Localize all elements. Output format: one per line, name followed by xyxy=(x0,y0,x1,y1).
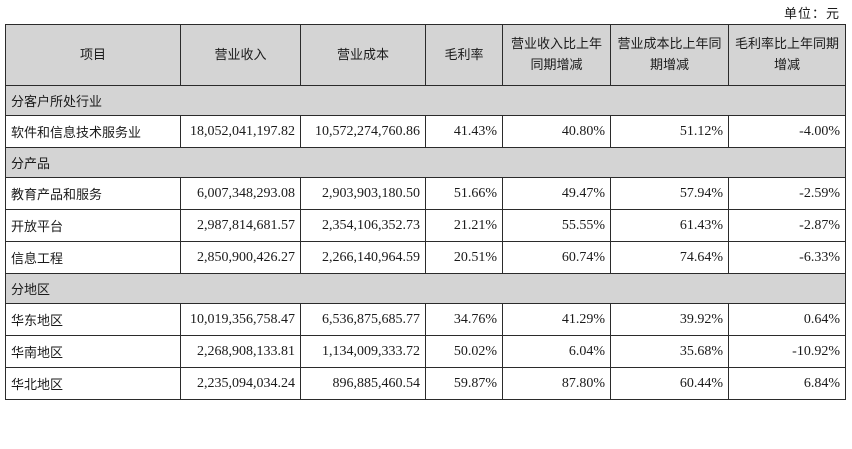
cell-revenue-change: 40.80% xyxy=(502,115,611,148)
table-header-row: 项目 营业收入 营业成本 毛利率 营业收入比上年同期增减 营业成本比上年同期增减… xyxy=(5,24,846,86)
cell-item: 开放平台 xyxy=(5,209,181,242)
cell-revenue-change: 60.74% xyxy=(502,241,611,274)
cell-gross-margin: 59.87% xyxy=(425,367,503,400)
cell-item: 华南地区 xyxy=(5,335,181,368)
header-revenue-change: 营业收入比上年同期增减 xyxy=(502,24,611,86)
section-row-industry: 分客户所处行业 xyxy=(5,85,846,116)
cell-revenue: 2,268,908,133.81 xyxy=(180,335,301,368)
cell-cost: 896,885,460.54 xyxy=(300,367,426,400)
cell-gross-margin: 21.21% xyxy=(425,209,503,242)
header-cost-change: 营业成本比上年同期增减 xyxy=(610,24,729,86)
cell-margin-change: -10.92% xyxy=(728,335,846,368)
cell-margin-change: -4.00% xyxy=(728,115,846,148)
cell-margin-change: -2.87% xyxy=(728,209,846,242)
cell-revenue-change: 87.80% xyxy=(502,367,611,400)
unit-label: 单位：元 xyxy=(783,7,840,22)
section-row-product: 分产品 xyxy=(5,147,846,178)
section-row-region: 分地区 xyxy=(5,273,846,304)
cell-gross-margin: 41.43% xyxy=(425,115,503,148)
header-item: 项目 xyxy=(5,24,181,86)
section-title: 分地区 xyxy=(5,273,846,304)
cell-gross-margin: 20.51% xyxy=(425,241,503,274)
cell-margin-change: -6.33% xyxy=(728,241,846,274)
cell-revenue: 10,019,356,758.47 xyxy=(180,303,301,336)
cell-gross-margin: 34.76% xyxy=(425,303,503,336)
cell-cost: 10,572,274,760.86 xyxy=(300,115,426,148)
table-row: 华南地区 2,268,908,133.81 1,134,009,333.72 5… xyxy=(5,335,846,368)
revenue-breakdown-table: 项目 营业收入 营业成本 毛利率 营业收入比上年同期增减 营业成本比上年同期增减… xyxy=(5,24,846,400)
cell-revenue: 18,052,041,197.82 xyxy=(180,115,301,148)
cell-cost: 2,266,140,964.59 xyxy=(300,241,426,274)
cell-gross-margin: 50.02% xyxy=(425,335,503,368)
cell-item: 华北地区 xyxy=(5,367,181,400)
cell-cost-change: 60.44% xyxy=(610,367,729,400)
table-row: 软件和信息技术服务业 18,052,041,197.82 10,572,274,… xyxy=(5,115,846,148)
cell-revenue: 6,007,348,293.08 xyxy=(180,177,301,210)
cell-revenue-change: 41.29% xyxy=(502,303,611,336)
cell-cost: 2,354,106,352.73 xyxy=(300,209,426,242)
cell-item: 信息工程 xyxy=(5,241,181,274)
header-margin-change: 毛利率比上年同期增减 xyxy=(728,24,846,86)
table-row: 信息工程 2,850,900,426.27 2,266,140,964.59 2… xyxy=(5,241,846,274)
cell-cost-change: 74.64% xyxy=(610,241,729,274)
cell-item: 教育产品和服务 xyxy=(5,177,181,210)
table-row: 华东地区 10,019,356,758.47 6,536,875,685.77 … xyxy=(5,303,846,336)
cell-revenue-change: 49.47% xyxy=(502,177,611,210)
cell-cost: 1,134,009,333.72 xyxy=(300,335,426,368)
header-revenue: 营业收入 xyxy=(180,24,301,86)
cell-cost-change: 39.92% xyxy=(610,303,729,336)
cell-cost: 6,536,875,685.77 xyxy=(300,303,426,336)
cell-item: 华东地区 xyxy=(5,303,181,336)
cell-revenue-change: 6.04% xyxy=(502,335,611,368)
cell-cost-change: 57.94% xyxy=(610,177,729,210)
cell-cost: 2,903,903,180.50 xyxy=(300,177,426,210)
cell-revenue: 2,235,094,034.24 xyxy=(180,367,301,400)
cell-cost-change: 61.43% xyxy=(610,209,729,242)
cell-revenue-change: 55.55% xyxy=(502,209,611,242)
section-title: 分产品 xyxy=(5,147,846,178)
section-title: 分客户所处行业 xyxy=(5,85,846,116)
cell-revenue: 2,987,814,681.57 xyxy=(180,209,301,242)
header-gross-margin: 毛利率 xyxy=(425,24,503,86)
table-row: 教育产品和服务 6,007,348,293.08 2,903,903,180.5… xyxy=(5,177,846,210)
cell-margin-change: 0.64% xyxy=(728,303,846,336)
cell-gross-margin: 51.66% xyxy=(425,177,503,210)
table-row: 开放平台 2,987,814,681.57 2,354,106,352.73 2… xyxy=(5,209,846,242)
cell-revenue: 2,850,900,426.27 xyxy=(180,241,301,274)
cell-cost-change: 51.12% xyxy=(610,115,729,148)
cell-item: 软件和信息技术服务业 xyxy=(5,115,181,148)
table-row: 华北地区 2,235,094,034.24 896,885,460.54 59.… xyxy=(5,367,846,400)
header-cost: 营业成本 xyxy=(300,24,426,86)
cell-margin-change: 6.84% xyxy=(728,367,846,400)
cell-cost-change: 35.68% xyxy=(610,335,729,368)
cell-margin-change: -2.59% xyxy=(728,177,846,210)
